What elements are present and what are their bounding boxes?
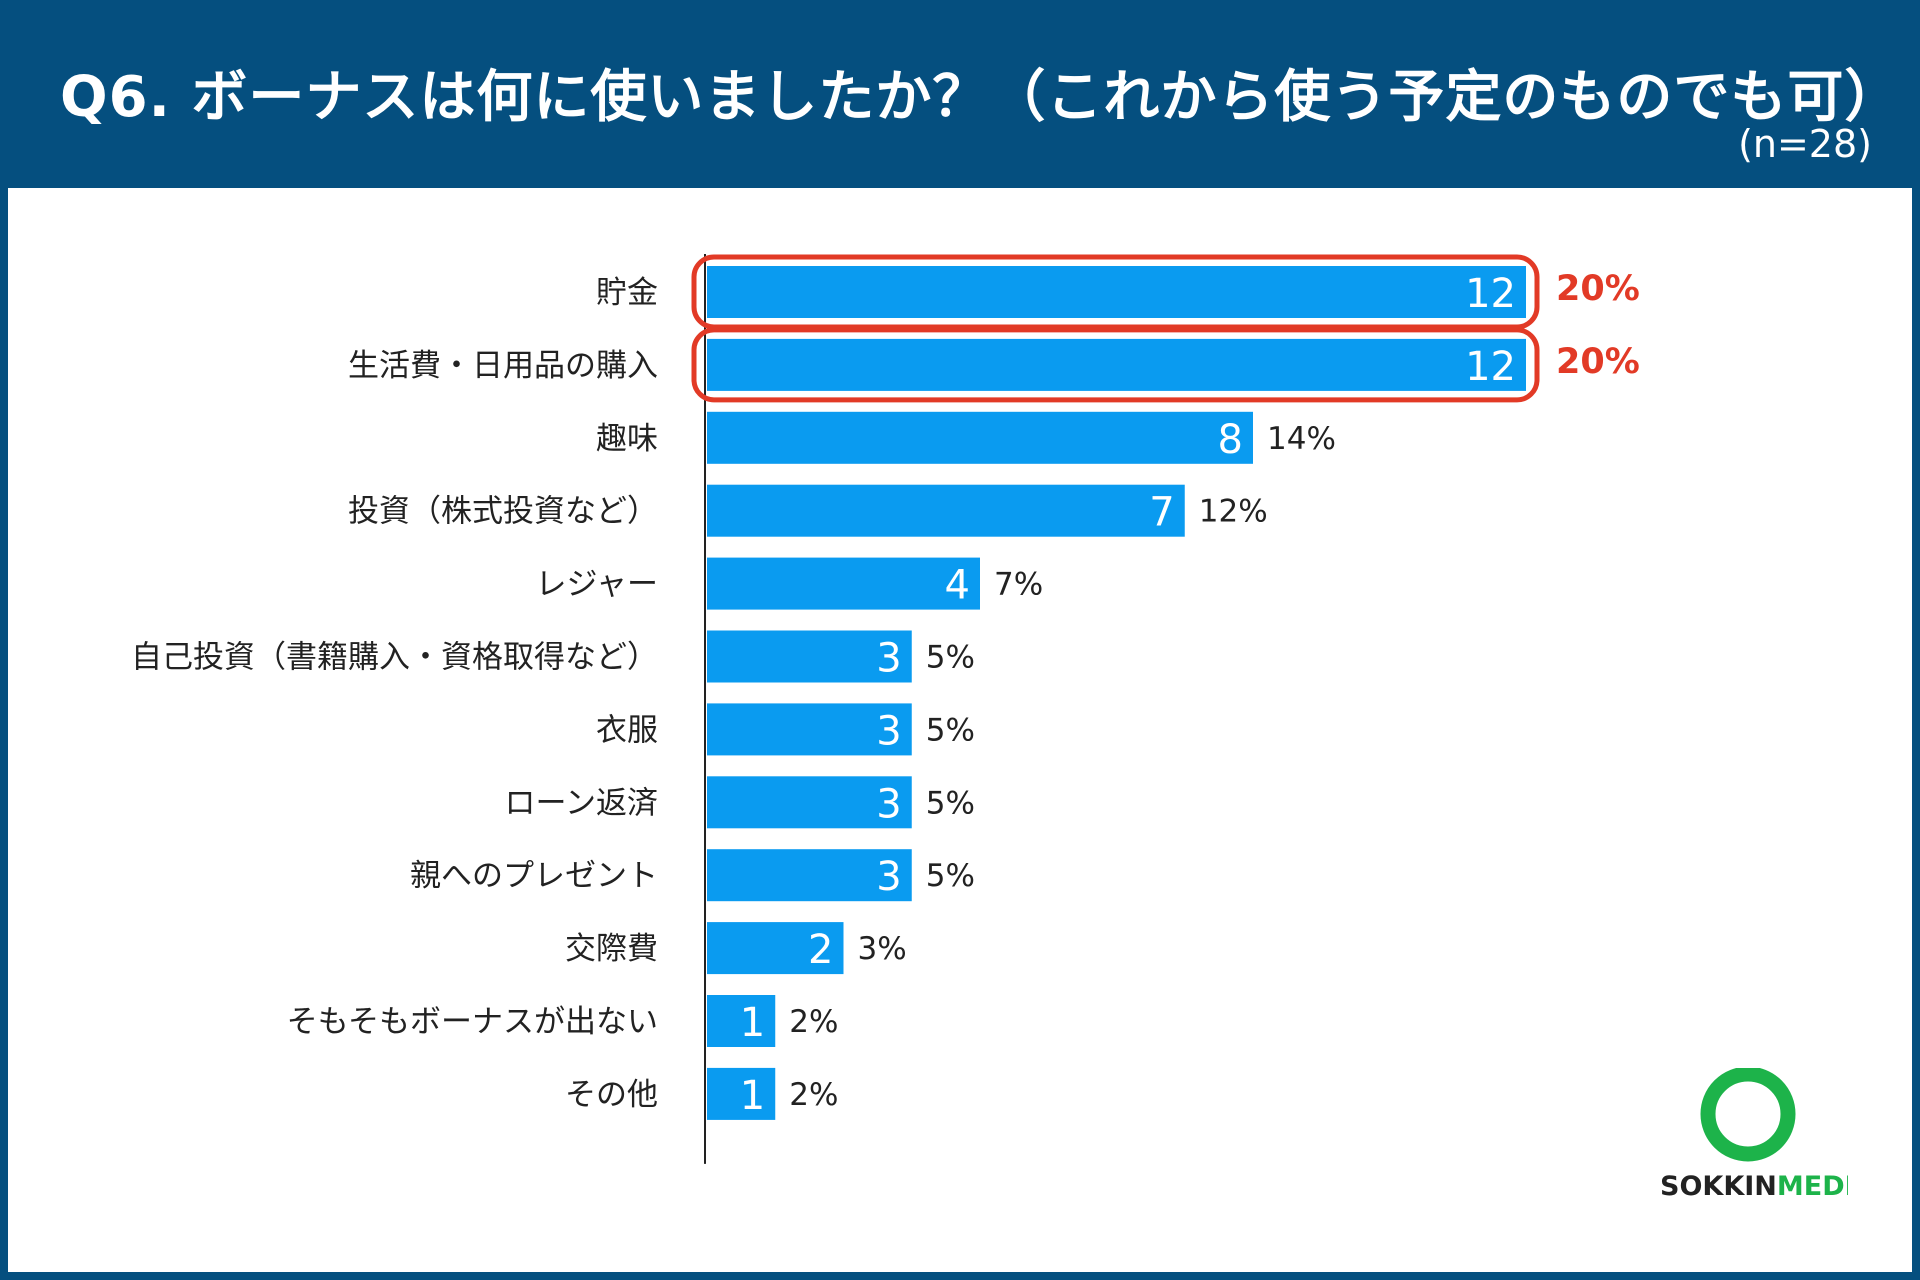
bar-count-label: 4 (945, 563, 970, 609)
bar (707, 557, 980, 610)
bar-percent-label: 20% (1556, 269, 1640, 309)
category-label: 投資（株式投資など） (348, 494, 658, 530)
bar-count-label: 1 (740, 1000, 765, 1046)
bar-percent-label: 5% (926, 785, 975, 821)
bar-percent-label: 2% (789, 1077, 838, 1113)
bar (707, 411, 1253, 464)
logo-text-dark: SOKKIN (1660, 1171, 1777, 1202)
sokkin-media-logo: SOKKINMEDIA (1660, 1068, 1848, 1202)
bar-percent-label: 5% (926, 712, 975, 748)
bar (707, 776, 912, 829)
bar-percent-label: 14% (1267, 421, 1336, 457)
bar-count-label: 3 (876, 781, 901, 827)
category-label: その他 (565, 1077, 658, 1113)
category-label: 交際費 (565, 931, 658, 967)
chart-panel: 貯金 12 20% 生活費・日用品の購入 12 20% 趣味 8 14% 投資（株式投資など） 7 1… (8, 188, 1912, 1272)
header-bar: Q6. ボーナスは何に使いましたか？（これから使う予定のものでも可） (n=28… (0, 0, 1920, 188)
bar-count-label: 8 (1218, 417, 1243, 463)
category-label: 親へのプレゼント (410, 858, 658, 894)
bar (707, 703, 912, 756)
bar (707, 338, 1526, 391)
sample-size: (n=28) (1738, 122, 1872, 166)
bar-count-label: 3 (876, 854, 901, 900)
category-label: そもそもボーナスが出ない (287, 1004, 658, 1040)
bar-percent-label: 7% (994, 567, 1043, 603)
bar-percent-label: 3% (858, 931, 907, 967)
category-label: 生活費・日用品の購入 (348, 348, 658, 384)
page-title: Q6. ボーナスは何に使いましたか？（これから使う予定のものでも可） (60, 65, 1902, 130)
bar-count-label: 2 (808, 927, 833, 973)
bar-percent-label: 5% (926, 858, 975, 894)
bar (707, 922, 844, 975)
bar-count-label: 12 (1465, 344, 1516, 390)
bar (707, 266, 1526, 318)
bar-percent-label: 12% (1199, 494, 1268, 530)
highlight-outline (691, 327, 1540, 403)
highlight-outline (691, 254, 1540, 330)
bar-count-label: 7 (1149, 490, 1174, 536)
bar (707, 995, 776, 1047)
bar-chart: 貯金 12 20%生活費・日用品の購入 12 20%趣味 8 14%投資（株式投資など） 7 1… (131, 254, 1640, 1164)
category-label: ローン返済 (505, 785, 658, 821)
logo-text-green: MEDIA (1777, 1171, 1848, 1202)
category-label: 趣味 (596, 421, 658, 457)
bar (707, 630, 912, 683)
category-label: 貯金 (596, 275, 658, 311)
category-label: 衣服 (596, 712, 658, 748)
bar-percent-label: 2% (789, 1004, 838, 1040)
bar-count-label: 1 (740, 1073, 765, 1119)
bar-count-label: 3 (876, 708, 901, 754)
bar (707, 1067, 776, 1120)
logo-ring-icon (1700, 1068, 1796, 1162)
bar-percent-label: 20% (1556, 342, 1640, 382)
bar-count-label: 3 (876, 636, 901, 682)
bar (707, 849, 912, 902)
bar-percent-label: 5% (926, 640, 975, 676)
category-label: 自己投資（書籍購入・資格取得など） (131, 640, 658, 676)
bar-count-label: 12 (1465, 271, 1516, 317)
bar (707, 484, 1185, 537)
category-label: レジャー (536, 567, 658, 603)
svg-text:SOKKINMEDIA: SOKKINMEDIA (1660, 1171, 1848, 1202)
